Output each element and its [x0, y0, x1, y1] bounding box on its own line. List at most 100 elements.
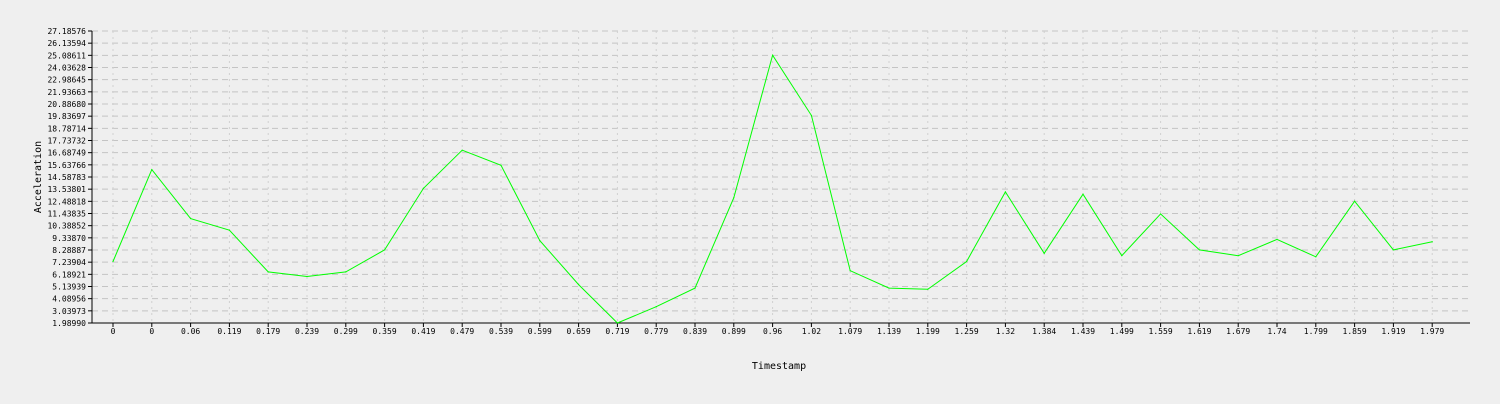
x-tick-label: 0.479: [450, 327, 474, 336]
data-point: [1354, 200, 1356, 202]
data-point: [306, 275, 308, 278]
y-tick-label: 20.88680: [47, 100, 86, 109]
data-point: [190, 217, 192, 220]
x-tick-label: 0.899: [722, 327, 746, 336]
series: [112, 53, 1433, 324]
data-point: [772, 54, 774, 56]
y-tick-label: 27.18576: [47, 27, 86, 36]
y-tick-label: 8.28887: [52, 246, 86, 255]
data-point: [1082, 193, 1084, 195]
x-tick-label: 0.779: [644, 327, 668, 336]
data-point: [345, 271, 347, 273]
data-point: [694, 287, 696, 289]
data-point: [849, 270, 851, 272]
x-tick-label: 1.079: [838, 327, 862, 336]
y-tick-label: 17.73732: [47, 136, 86, 145]
data-point: [267, 271, 269, 273]
y-tick-label: 14.58783: [47, 173, 86, 182]
x-tick-label: 1.199: [916, 327, 940, 336]
y-tick-label: 4.08956: [52, 295, 86, 304]
x-tick-label: 0.419: [411, 327, 435, 336]
data-point: [422, 187, 424, 190]
data-point: [384, 249, 386, 251]
y-tick-label: 15.63766: [47, 161, 86, 170]
x-tick-label: 1.679: [1226, 327, 1250, 336]
data-point: [966, 260, 968, 263]
x-tick-label: 1.499: [1110, 327, 1134, 336]
x-tick-label: 0.719: [605, 327, 629, 336]
x-tick-label: 1.02: [802, 327, 821, 336]
data-point: [461, 149, 463, 151]
y-tick-label: 3.03973: [52, 307, 86, 316]
data-point: [1160, 213, 1162, 215]
y-axis-title: Acceleration: [33, 141, 44, 213]
x-tick-label: 0.599: [528, 327, 552, 336]
x-tick-label: 0.299: [334, 327, 358, 336]
y-tick-label: 12.48818: [47, 197, 86, 206]
x-tick-label: 0.06: [181, 327, 200, 336]
data-point: [539, 239, 541, 242]
x-tick-label: 0.179: [256, 327, 280, 336]
x-tick-label: 1.799: [1304, 327, 1328, 336]
data-point: [1392, 249, 1394, 251]
x-tick-label: 0.539: [489, 327, 513, 336]
data-point: [1121, 255, 1123, 257]
x-tick-label: 0.839: [683, 327, 707, 336]
x-tick-label: 0: [111, 327, 116, 336]
x-tick-label: 0.119: [217, 327, 241, 336]
y-tick-label: 11.43835: [47, 209, 86, 218]
x-tick-label: 1.919: [1381, 327, 1405, 336]
data-point: [578, 284, 580, 286]
x-tick-label: 0.659: [567, 327, 591, 336]
ticks: 1.98990 3.03973 4.08956 5.13939 6.18921 7.239…: [47, 27, 1444, 336]
data-point: [616, 322, 619, 324]
x-axis-title: Timestamp: [752, 361, 806, 372]
x-tick-label: 0.96: [763, 327, 782, 336]
y-tick-label: 18.78714: [47, 124, 86, 133]
x-tick-label: 1.139: [877, 327, 901, 336]
data-point: [228, 229, 230, 231]
data-point: [1431, 241, 1433, 243]
data-point: [112, 260, 114, 263]
y-tick-label: 19.83697: [47, 112, 86, 121]
y-tick-label: 13.53801: [47, 185, 86, 194]
data-point: [1315, 256, 1317, 258]
y-tick-label: 24.03628: [47, 63, 86, 72]
x-tick-label: 1.859: [1343, 327, 1367, 336]
y-tick-label: 25.08611: [47, 51, 86, 60]
data-point: [1004, 191, 1007, 193]
y-tick-label: 10.38852: [47, 222, 86, 231]
x-tick-label: 1.439: [1071, 327, 1095, 336]
y-tick-label: 22.98645: [47, 76, 86, 85]
data-point: [1237, 255, 1239, 257]
data-point: [733, 197, 735, 199]
data-point: [1276, 238, 1278, 241]
y-tick-label: 21.93663: [47, 88, 86, 97]
data-point: [927, 288, 929, 290]
y-tick-label: 16.68749: [47, 149, 86, 158]
x-tick-label: 1.74: [1267, 327, 1286, 336]
grid: [92, 30, 1470, 323]
y-tick-label: 7.23904: [52, 258, 86, 267]
y-tick-label: 5.13939: [52, 282, 86, 291]
y-tick-label: 1.98990: [52, 319, 86, 328]
y-tick-label: 9.33870: [52, 234, 86, 243]
y-tick-label: 6.18921: [52, 270, 86, 279]
data-point: [655, 306, 657, 308]
data-point: [1043, 252, 1045, 254]
data-point: [888, 287, 890, 289]
x-tick-label: 1.259: [955, 327, 979, 336]
y-tick-label: 26.13594: [47, 39, 86, 48]
data-point: [500, 164, 502, 166]
data-point: [1198, 249, 1200, 251]
x-tick-label: 0.359: [373, 327, 397, 336]
x-tick-label: 1.979: [1420, 327, 1444, 336]
data-point: [151, 168, 153, 171]
x-tick-label: 0: [149, 327, 154, 336]
x-tick-label: 1.32: [996, 327, 1015, 336]
x-tick-label: 1.384: [1032, 327, 1056, 336]
x-tick-label: 1.619: [1187, 327, 1211, 336]
data-point: [810, 114, 813, 117]
